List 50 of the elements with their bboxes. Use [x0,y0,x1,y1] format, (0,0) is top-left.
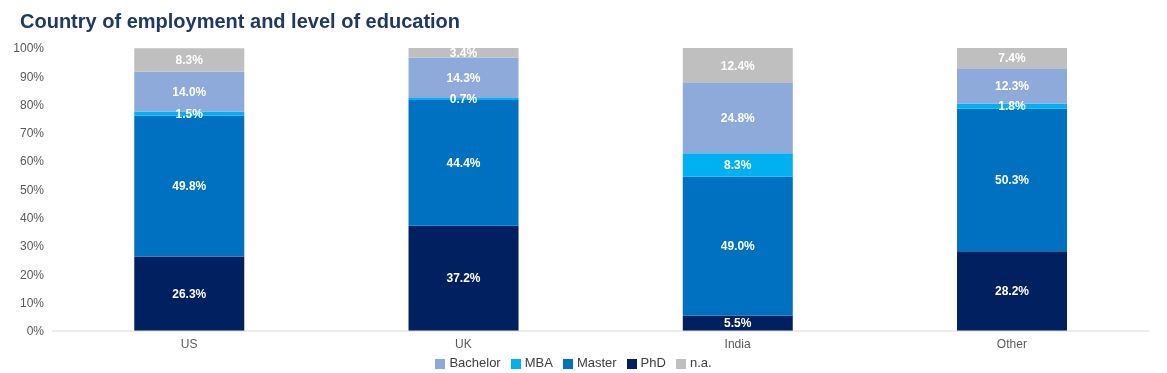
bar [134,48,245,72]
data-label: 1.5% [175,106,204,121]
x-tick-label: US [180,336,198,351]
y-tick-label: 40% [19,211,45,226]
data-label: 50.3% [995,173,1030,188]
bar [682,176,793,316]
data-label: 8.3% [724,158,752,173]
data-label: 12.3% [995,79,1030,94]
data-label: 44.4% [446,155,481,170]
y-tick-label: 60% [19,154,45,169]
data-label: 8.3% [175,53,204,68]
y-tick-label: 100% [13,41,45,56]
bar [682,48,793,84]
legend-label: Bachelor [449,355,501,370]
legend-label: n.a. [689,355,712,370]
data-label: 49.8% [172,179,207,194]
bar [957,108,1068,252]
data-label: 26.3% [172,286,207,301]
y-tick-label: 80% [19,97,45,112]
bar [134,256,245,331]
bar [408,225,519,331]
bar [682,83,793,154]
y-tick-label: 10% [19,295,45,310]
legend-label: PhD [640,355,666,370]
x-tick-label: India [724,336,751,351]
chart-title: Country of employment and level of education [19,9,462,34]
data-label: 12.4% [720,58,756,73]
data-label: 14.0% [172,84,207,99]
data-label: 14.3% [446,70,481,85]
data-label: 5.5% [724,316,752,331]
y-tick-label: 30% [19,239,45,254]
bar [682,153,793,177]
y-tick-label: 50% [19,182,45,197]
bar [957,48,1068,69]
data-label: 24.8% [720,111,756,126]
y-tick-label: 90% [19,69,45,84]
y-tick-label: 20% [19,267,45,282]
x-tick-label: Other [996,336,1027,351]
bar [134,111,245,116]
data-label: 49.0% [720,239,756,254]
data-label: 28.2% [995,284,1030,299]
data-label: 3.4% [449,45,478,60]
bar [957,251,1068,331]
data-label: 37.2% [446,271,481,286]
y-tick-label: 70% [19,126,45,141]
legend-label: Master [576,355,617,370]
legend-label: MBA [524,355,553,370]
x-tick-label: UK [455,336,472,351]
y-tick-label: 0% [26,324,45,339]
data-label: 7.4% [998,51,1027,66]
